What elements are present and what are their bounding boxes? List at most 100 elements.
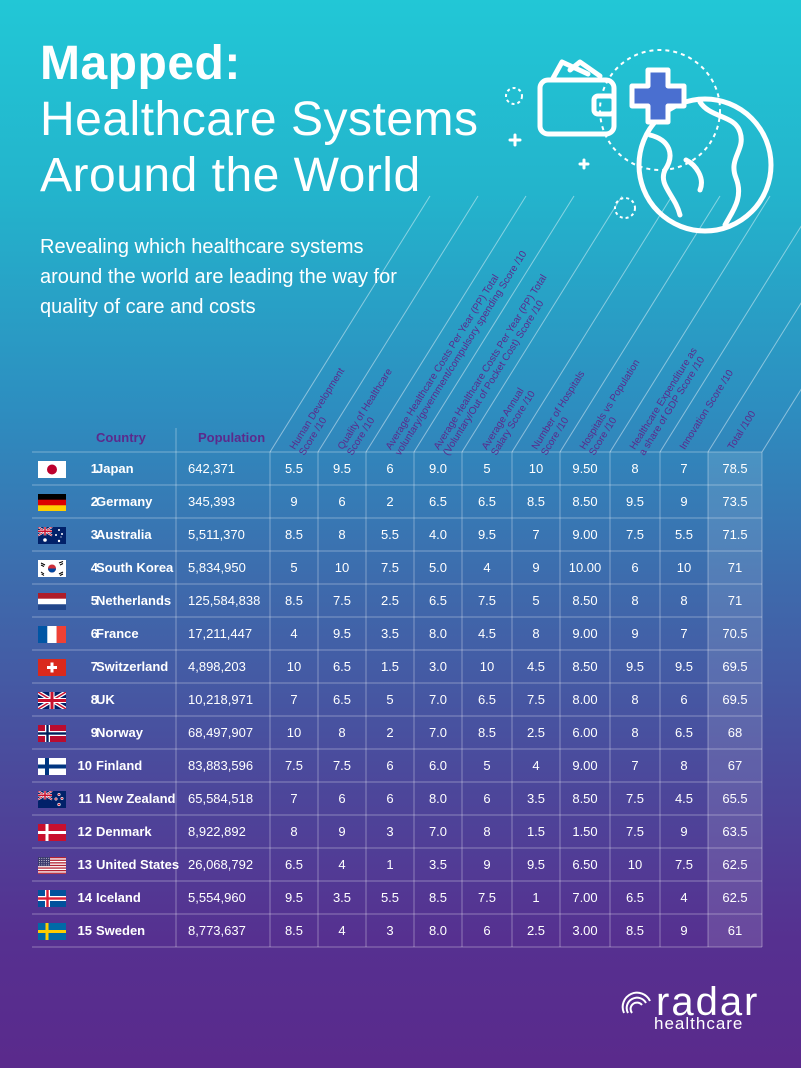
score-cell: 8.00 xyxy=(572,692,598,707)
rank-label: 9 xyxy=(90,725,98,740)
score-cell: 71 xyxy=(727,560,743,575)
population-value: 68,497,907 xyxy=(188,725,254,740)
title-bold: Mapped: xyxy=(40,37,241,90)
table-row: 3 Australia 5,511,370 8.5 8 5.5 4.0 9.5 7 9.00 7.5… xyxy=(32,518,762,551)
score-cell: 63.5 xyxy=(722,824,748,839)
flag-icon-no xyxy=(38,725,66,742)
score-cell: 4 xyxy=(483,560,491,575)
score-cell: 9 xyxy=(338,824,346,839)
score-cell: 6.5 xyxy=(428,494,448,509)
medical-cross-icon xyxy=(629,67,687,125)
title-line-2: Healthcare Systems xyxy=(40,93,479,146)
score-cell: 8.0 xyxy=(428,923,448,938)
wallet-globe-illustration xyxy=(505,49,774,234)
score-cell: 7 xyxy=(680,461,688,476)
logo-wordmark: radar xyxy=(656,980,760,1024)
score-cell: 6.5 xyxy=(332,659,352,674)
table-row: 12 Denmark 8,922,892 8 9 3 7.0 8 1.5 1.50 7.5 9 63.5 xyxy=(32,815,762,848)
score-cell: 8 xyxy=(631,593,639,608)
table-row: 13 United States 26,068,792 6.5 4 1 3.5 9 9.5 6.5… xyxy=(32,848,762,881)
table-row: 11 New Zealand 65,584,518 7 6 6 8.0 6 3.5 8.50 7.5… xyxy=(32,782,762,815)
grid-line xyxy=(317,195,479,453)
score-cell: 10 xyxy=(479,659,495,674)
score-cell: 1.50 xyxy=(572,824,598,839)
country-name: UK xyxy=(96,692,115,707)
table-row: 1 Japan 642,371 5.5 9.5 6 9.0 5 10 9.50 8 7 78.5 xyxy=(32,452,762,485)
score-cell: 9 xyxy=(290,494,298,509)
score-cell: 61 xyxy=(727,923,743,938)
score-cell: 10 xyxy=(627,857,643,872)
flag-icon-fr xyxy=(38,626,66,643)
rank-label: 14 xyxy=(77,890,92,905)
score-cell: 4 xyxy=(338,857,346,872)
country-name: Germany xyxy=(96,494,153,509)
flag-icon-nz xyxy=(38,791,66,808)
score-cell: 9 xyxy=(680,923,688,938)
rank-label: 6 xyxy=(90,626,98,641)
score-cell: 9.50 xyxy=(572,461,598,476)
score-cell: 7.5 xyxy=(625,791,645,806)
score-cell: 10 xyxy=(286,725,302,740)
score-cell: 8 xyxy=(631,725,639,740)
country-name: United States xyxy=(96,857,180,872)
grid-line xyxy=(659,225,801,453)
score-cell: 6.5 xyxy=(428,593,448,608)
score-cell: 8 xyxy=(631,461,639,476)
rank-label: 2 xyxy=(90,494,98,509)
score-cell: 8.5 xyxy=(428,890,448,905)
score-cell: 8.5 xyxy=(526,494,546,509)
grid-line xyxy=(707,302,801,453)
grid-line xyxy=(365,195,527,453)
score-cell: 8 xyxy=(338,725,346,740)
score-cell: 5.5 xyxy=(674,527,694,542)
score-cell: 2 xyxy=(386,494,394,509)
score-cell: 9.5 xyxy=(332,461,352,476)
score-cell: 6.00 xyxy=(572,725,598,740)
score-cell: 78.5 xyxy=(722,461,748,476)
flag-icon-us xyxy=(38,857,66,874)
score-cell: 7 xyxy=(290,791,298,806)
score-cell: 8.50 xyxy=(572,791,598,806)
flag-icon-au xyxy=(38,527,66,544)
rank-label: 5 xyxy=(90,593,98,608)
score-cell: 7.5 xyxy=(625,824,645,839)
score-cell: 6.50 xyxy=(572,857,598,872)
rank-label: 7 xyxy=(90,659,98,674)
score-cell: 7.5 xyxy=(380,560,400,575)
score-cell: 3 xyxy=(386,824,394,839)
score-cell: 7.5 xyxy=(477,890,497,905)
score-cell: 9.5 xyxy=(674,659,694,674)
score-cell: 62.5 xyxy=(722,857,748,872)
score-cell: 9 xyxy=(483,857,491,872)
score-cell: 6 xyxy=(483,791,491,806)
score-cell: 7.5 xyxy=(625,527,645,542)
score-cell: 6.0 xyxy=(428,758,448,773)
score-cell: 7.5 xyxy=(284,758,304,773)
rank-label: 15 xyxy=(77,923,92,938)
score-cell: 68 xyxy=(727,725,743,740)
score-cell: 1 xyxy=(532,890,540,905)
score-cell: 2.5 xyxy=(526,923,546,938)
rank-label: 10 xyxy=(77,758,92,773)
score-cell: 6 xyxy=(483,923,491,938)
score-cell: 6.5 xyxy=(332,692,352,707)
score-cell: 4.0 xyxy=(428,527,448,542)
table-row: 6 France 17,211,447 4 9.5 3.5 8.0 4.5 8 9.00 9 7 70.… xyxy=(32,617,762,650)
score-cell: 6.5 xyxy=(477,494,497,509)
score-cell: 8.5 xyxy=(477,725,497,740)
score-cell: 4 xyxy=(338,923,346,938)
flag-icon-ch xyxy=(38,659,66,676)
score-cell: 4 xyxy=(680,890,688,905)
score-cell: 9 xyxy=(680,494,688,509)
country-name: Finland xyxy=(96,758,143,773)
score-cell: 67 xyxy=(727,758,743,773)
score-cell: 5 xyxy=(386,692,394,707)
score-cell: 9.00 xyxy=(572,626,598,641)
score-cell: 69.5 xyxy=(722,659,748,674)
score-cell: 3 xyxy=(386,923,394,938)
score-cell: 7 xyxy=(631,758,639,773)
flag-icon-jp xyxy=(38,461,66,478)
score-cell: 6 xyxy=(680,692,688,707)
radar-logo-icon xyxy=(621,991,651,1014)
